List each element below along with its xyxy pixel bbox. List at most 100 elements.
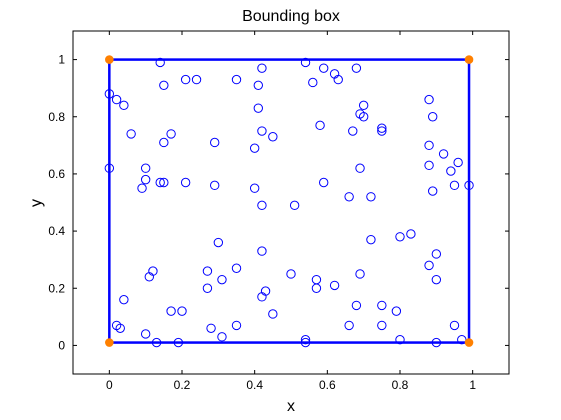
bounding-box <box>108 58 471 344</box>
data-point <box>428 186 438 196</box>
data-point <box>257 292 267 302</box>
data-point <box>249 143 260 153</box>
data-point <box>159 177 169 188</box>
data-point <box>329 280 340 291</box>
data-point <box>104 163 115 173</box>
corner-point <box>105 55 114 64</box>
y-axis-label: y <box>28 199 45 207</box>
data-point <box>377 300 387 311</box>
data-point <box>438 149 449 159</box>
data-point <box>180 177 191 188</box>
data-point <box>231 263 242 273</box>
data-point <box>395 232 405 242</box>
data-point <box>210 137 220 148</box>
data-point <box>249 183 260 193</box>
data-point <box>391 306 402 316</box>
data-point <box>431 274 442 285</box>
data-point <box>449 180 460 191</box>
data-point <box>231 74 242 85</box>
y-tick-label: 0.6 <box>48 167 65 181</box>
corner-point <box>464 55 474 64</box>
data-point <box>351 63 362 73</box>
data-point <box>180 74 191 85</box>
data-point <box>137 183 147 193</box>
data-point <box>217 274 227 285</box>
data-point <box>289 200 300 211</box>
data-point <box>366 234 376 245</box>
data-point <box>126 129 136 139</box>
data-point <box>315 120 325 131</box>
data-point <box>191 74 202 85</box>
data-point <box>213 237 224 248</box>
y-tick-label: 0 <box>58 338 65 352</box>
data-point <box>140 163 151 173</box>
x-tick-label: 0 <box>106 378 113 392</box>
data-point <box>464 180 474 191</box>
data-point <box>355 163 365 173</box>
data-point <box>257 126 267 136</box>
x-tick-label: 0.6 <box>319 378 336 392</box>
x-tick-label: 0.8 <box>392 378 409 392</box>
data-point <box>257 200 267 211</box>
y-tick-label: 0.8 <box>48 110 65 124</box>
data-point <box>377 123 387 133</box>
data-point <box>119 100 129 111</box>
data-point <box>431 249 442 259</box>
data-point <box>111 94 122 105</box>
data-point <box>406 229 416 239</box>
data-point <box>348 126 358 136</box>
scatter-points <box>104 57 474 348</box>
data-point <box>424 160 434 171</box>
bounding-box-rect <box>108 58 471 344</box>
y-tick-label: 1 <box>58 53 65 67</box>
x-tick-label: 0.2 <box>174 378 191 392</box>
data-point <box>355 269 365 279</box>
data-point <box>453 157 463 168</box>
data-point <box>358 100 369 111</box>
data-point <box>428 112 438 122</box>
data-point <box>166 129 176 139</box>
data-point <box>377 126 387 136</box>
data-point <box>217 332 227 342</box>
data-point <box>358 112 369 122</box>
data-point <box>424 140 434 151</box>
data-point <box>173 337 184 348</box>
data-point <box>449 320 460 331</box>
data-point <box>210 180 220 191</box>
data-point <box>202 283 213 293</box>
data-point <box>253 103 263 113</box>
data-point <box>300 337 311 348</box>
y-tick-label: 0.2 <box>48 281 65 295</box>
corner-point <box>105 338 114 347</box>
data-point <box>119 294 129 305</box>
data-point <box>344 192 354 202</box>
corner-markers <box>105 55 474 347</box>
data-point <box>159 80 169 91</box>
data-point <box>308 77 318 88</box>
data-point <box>202 266 213 276</box>
x-axis-label: x <box>287 398 295 415</box>
data-point <box>377 320 387 331</box>
data-point <box>140 329 151 339</box>
data-point <box>351 300 362 311</box>
data-point <box>257 63 267 73</box>
data-point <box>257 246 267 256</box>
data-point <box>155 57 165 68</box>
data-point <box>166 306 176 316</box>
data-point <box>395 335 405 345</box>
data-point <box>424 260 434 271</box>
data-point <box>104 89 115 99</box>
data-point <box>286 269 296 279</box>
data-point <box>159 137 169 148</box>
data-point <box>253 80 263 91</box>
data-point <box>319 63 329 73</box>
data-point <box>300 335 311 345</box>
data-point <box>140 174 151 185</box>
data-point <box>151 337 162 348</box>
data-point <box>268 132 278 142</box>
data-point <box>319 177 329 188</box>
data-point <box>424 94 434 105</box>
data-point <box>446 166 456 176</box>
x-tick-label: 0.4 <box>246 378 263 392</box>
